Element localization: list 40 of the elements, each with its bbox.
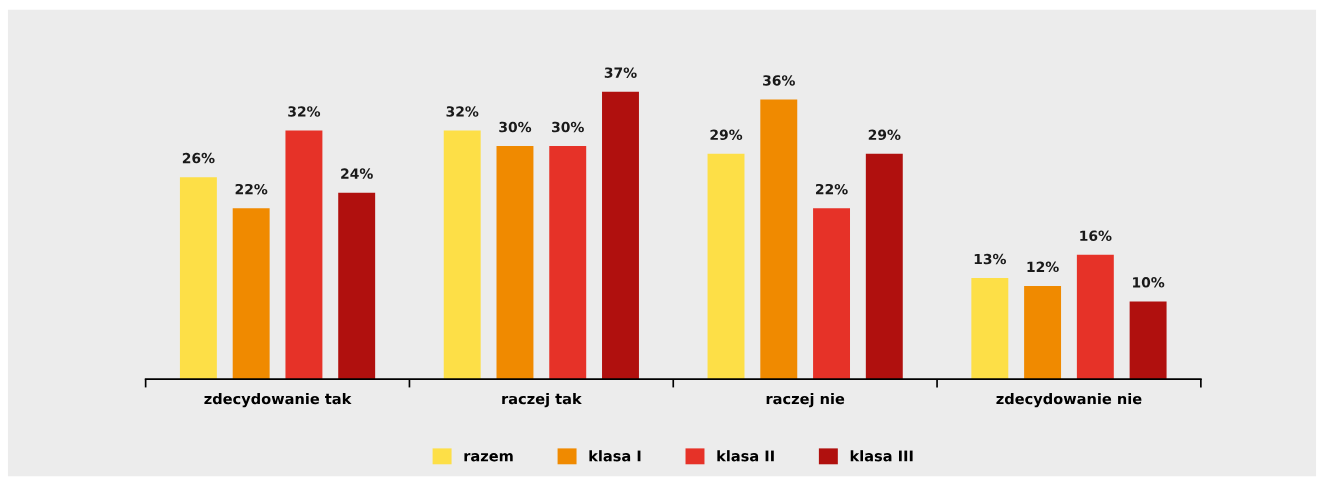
bar bbox=[602, 91, 639, 380]
bar bbox=[443, 130, 481, 380]
data-label: 32% bbox=[288, 106, 321, 117]
legend-label: klasa III bbox=[850, 450, 913, 462]
data-label: 32% bbox=[446, 106, 479, 117]
bar bbox=[232, 208, 270, 380]
data-label: 16% bbox=[1080, 230, 1112, 242]
bar bbox=[760, 99, 798, 380]
bar bbox=[707, 153, 745, 380]
bar bbox=[971, 278, 1009, 380]
data-label: 10% bbox=[1133, 277, 1165, 288]
bar bbox=[865, 153, 903, 380]
data-label: 22% bbox=[816, 183, 848, 195]
data-label: 24% bbox=[341, 168, 373, 179]
data-label: 26% bbox=[182, 152, 215, 164]
x-tick-label: zdecydowanie tak bbox=[204, 392, 352, 408]
data-label: 13% bbox=[974, 253, 1006, 265]
data-label: 30% bbox=[499, 121, 532, 133]
data-label: 22% bbox=[235, 183, 268, 195]
data-label: 30% bbox=[552, 121, 584, 133]
bar bbox=[549, 146, 587, 380]
bar bbox=[813, 208, 850, 380]
x-tick-label: raczej tak bbox=[502, 392, 582, 408]
bar bbox=[1076, 254, 1114, 380]
data-label: 36% bbox=[763, 75, 795, 86]
bar bbox=[179, 177, 217, 380]
bar bbox=[496, 146, 534, 380]
bar bbox=[1129, 301, 1167, 380]
legend-label: razem bbox=[464, 453, 513, 462]
x-tick-label: zdecydowanie nie bbox=[996, 392, 1142, 408]
bar bbox=[338, 192, 376, 380]
bar bbox=[285, 130, 323, 380]
x-tick-label: raczej nie bbox=[766, 392, 845, 408]
data-label: 12% bbox=[1027, 261, 1059, 273]
data-label: 29% bbox=[710, 129, 743, 141]
bar bbox=[1024, 285, 1062, 380]
legend-label: klasa I bbox=[589, 450, 641, 462]
legend-label: klasa II bbox=[717, 450, 774, 462]
data-label: 37% bbox=[604, 67, 637, 78]
data-label: 29% bbox=[868, 129, 901, 141]
